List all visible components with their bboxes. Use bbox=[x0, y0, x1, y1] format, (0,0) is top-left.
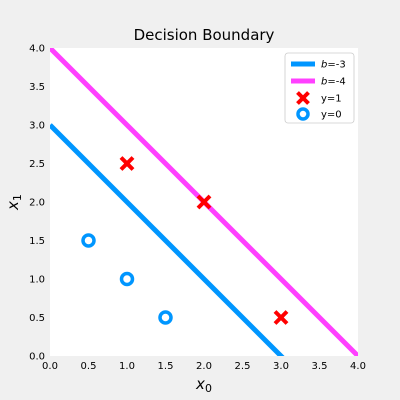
data-points bbox=[81, 156, 289, 325]
legend-label-var: b bbox=[321, 77, 327, 88]
legend-label-val: =-3 bbox=[327, 60, 345, 71]
point-y1-0 bbox=[119, 156, 135, 171]
x-axis-label: x0 bbox=[195, 375, 212, 395]
point-y0-0 bbox=[81, 233, 96, 248]
x-tick-label: 2.0 bbox=[196, 361, 212, 372]
legend-marker-y1 bbox=[296, 91, 310, 105]
point-y1-2 bbox=[273, 310, 289, 325]
point-y1-0-stroke-b bbox=[119, 156, 135, 171]
x-tick-label: 3.0 bbox=[273, 361, 289, 372]
point-y0-1 bbox=[119, 271, 135, 287]
y-tick-label: 1.0 bbox=[29, 275, 45, 286]
y-axis-label-sub: 1 bbox=[11, 194, 24, 201]
x-axis-ticks: 0.0 0.5 1.0 1.5 2.0 2.5 3.0 3.5 4.0 bbox=[42, 361, 366, 372]
y-tick-label: 4.0 bbox=[29, 44, 45, 55]
point-y1-1 bbox=[196, 194, 212, 210]
x-tick-label: 2.5 bbox=[235, 361, 251, 372]
x-axis-label-var: x bbox=[195, 375, 205, 393]
x-tick-label: 1.0 bbox=[119, 361, 135, 372]
x-tick-label: 3.5 bbox=[312, 361, 328, 372]
y-tick-label: 3.0 bbox=[29, 121, 45, 132]
boundary-line-0 bbox=[50, 123, 285, 356]
y-axis-label-var: x bbox=[4, 201, 22, 211]
x-tick-label: 0.5 bbox=[81, 361, 97, 372]
y-tick-label: 0.0 bbox=[29, 352, 45, 363]
point-y1-2-stroke-b bbox=[273, 310, 289, 325]
y-tick-label: 3.5 bbox=[29, 82, 45, 93]
chart-title: Decision Boundary bbox=[134, 26, 275, 44]
legend-marker-y0 bbox=[296, 107, 310, 121]
point-y1-1-stroke-b bbox=[196, 194, 212, 210]
y-axis-ticks: 0.0 0.5 1.0 1.5 2.0 2.5 3.0 3.5 4.0 bbox=[29, 44, 45, 363]
legend-box bbox=[284, 52, 355, 124]
x-axis-label-sub: 0 bbox=[205, 382, 212, 395]
y-tick-label: 2.0 bbox=[29, 198, 45, 209]
x-tick-label: 0.0 bbox=[42, 361, 58, 372]
legend: b=-3b=-4y=1y=0 bbox=[284, 52, 355, 124]
legend-marker-y1-stroke-b bbox=[296, 91, 310, 105]
point-y0-2 bbox=[158, 310, 173, 325]
legend-label-y1: y=1 bbox=[321, 94, 342, 105]
y-axis-label: x1 bbox=[4, 194, 24, 211]
legend-label-line-0: b=-3 bbox=[321, 60, 346, 71]
legend-label-val: =-4 bbox=[327, 77, 345, 88]
y-tick-label: 0.5 bbox=[29, 313, 45, 324]
x-tick-label: 1.5 bbox=[158, 361, 174, 372]
y-tick-label: 2.5 bbox=[29, 159, 45, 170]
legend-label-y0: y=0 bbox=[321, 110, 342, 121]
legend-label-line-1: b=-4 bbox=[321, 77, 346, 88]
y-tick-label: 1.5 bbox=[29, 236, 45, 247]
legend-label-var: b bbox=[321, 60, 327, 71]
x-tick-label: 4.0 bbox=[350, 361, 366, 372]
